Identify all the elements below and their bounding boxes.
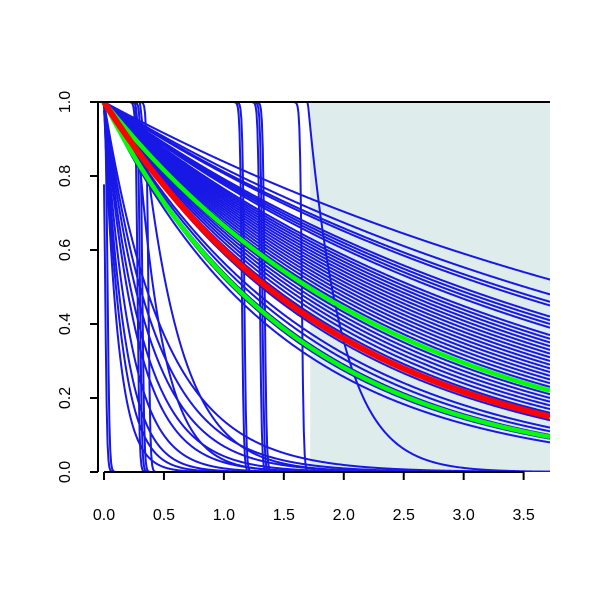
series-line-ensemble-24: [103, 102, 550, 385]
series-line-ensemble-18: [103, 102, 550, 362]
series-line-ensemble-61: [103, 102, 550, 472]
series-line-ensemble-30: [103, 102, 550, 411]
series-line-ensemble-37: [103, 102, 550, 444]
series-line-ensemble-21: [103, 102, 550, 374]
x-tick-label: 1.5: [273, 507, 295, 524]
x-tick-label: 3.5: [512, 507, 534, 524]
series-line-ensemble-10: [103, 102, 550, 329]
series-line-ensemble-8: [103, 102, 550, 322]
y-tick-label: 1.0: [57, 91, 74, 113]
series-line-ensemble-11: [103, 102, 550, 337]
series-line-ensemble-9: [103, 102, 550, 325]
series-layer: [101, 102, 550, 472]
series-line-ensemble-51: [102, 102, 550, 472]
series-line-ensemble-6: [103, 102, 550, 307]
x-axis-ticks: 0.0 0.5 1.0 1.5 2.0 2.5 3.0 3.5: [93, 472, 535, 524]
series-line-ensemble-27: [103, 102, 550, 399]
series-line-central-0: [101, 102, 550, 420]
series-line-band-1: [102, 102, 550, 393]
x-tick-label: 0.0: [93, 507, 115, 524]
series-line-ensemble-17: [103, 102, 550, 359]
y-tick-label: 0.8: [57, 165, 74, 187]
series-line-ensemble-23: [103, 102, 550, 381]
x-tick-label: 0.5: [153, 507, 175, 524]
series-line-ensemble-50: [102, 102, 550, 472]
series-line-ensemble-33: [103, 102, 550, 429]
series-line-ensemble-12: [103, 102, 550, 340]
series-line-ensemble-19: [103, 102, 550, 366]
y-tick-label: 0.4: [57, 313, 74, 335]
x-tick-label: 1.0: [213, 507, 235, 524]
series-line-ensemble-7: [103, 102, 550, 318]
series-line-ensemble-3: [103, 102, 550, 281]
x-tick-label: 2.5: [393, 507, 415, 524]
series-line-ensemble-4: [103, 102, 550, 296]
series-line-ensemble-28: [103, 102, 550, 403]
series-line-ensemble-13: [103, 102, 550, 344]
y-tick-label: 0.2: [57, 387, 74, 409]
series-line-band-2: [101, 102, 550, 440]
y-tick-label: 0.0: [57, 461, 74, 483]
series-line-ensemble-22: [103, 102, 550, 377]
axes: 0.0 0.5 1.0 1.5 2.0 2.5 3.0 3.5 0.0 0.2 0.4 0.6 0.8…: [57, 91, 550, 524]
x-tick-label: 3.0: [453, 507, 475, 524]
series-line-ensemble-5: [103, 102, 550, 303]
series-line-ensemble-29: [103, 102, 550, 407]
y-axis-ticks: 0.0 0.2 0.4 0.6 0.8 1.0: [57, 91, 98, 483]
x-tick-label: 2.0: [333, 507, 355, 524]
series-line-ensemble-34: [103, 102, 550, 433]
y-tick-label: 0.6: [57, 239, 74, 261]
series-line-ensemble-20: [103, 102, 550, 370]
